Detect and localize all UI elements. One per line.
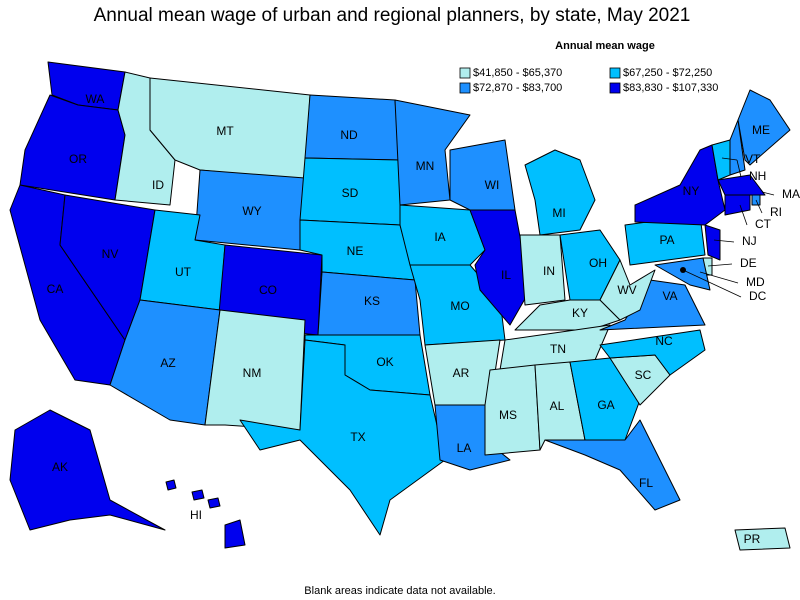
state-shape (449, 139, 516, 211)
legend-swatch (609, 82, 621, 94)
footnote: Blank areas indicate data not available. (304, 585, 495, 597)
state-label: WA (86, 92, 105, 106)
state-label: WV (617, 283, 636, 297)
state-shape (599, 279, 706, 331)
state-shape (191, 489, 205, 501)
state-label: CO (259, 283, 277, 297)
state-label: NJ (742, 234, 757, 248)
state-label: NE (347, 244, 364, 258)
leader-line (736, 159, 742, 178)
state-label: CA (47, 282, 64, 296)
state-shape (737, 89, 791, 166)
leader-line (761, 191, 775, 196)
legend-swatch (459, 67, 471, 79)
state-label: LA (457, 441, 472, 455)
state-label: ID (152, 178, 164, 192)
state-shape (724, 194, 751, 216)
state-shape (224, 519, 246, 549)
state-shape (9, 409, 166, 531)
legend-label: $41,850 - $65,370 (473, 67, 562, 79)
state-dot (680, 267, 686, 273)
state-shape (634, 144, 726, 226)
leader-line (713, 239, 735, 243)
state-label: AR (453, 366, 470, 380)
state-label: DE (740, 256, 757, 270)
state-shape (654, 257, 711, 291)
state-label: MI (552, 206, 565, 220)
legend-swatch (459, 82, 471, 94)
state-label: GA (597, 398, 614, 412)
state-label: SC (635, 368, 652, 382)
legend-swatch (609, 67, 621, 79)
state-shape (704, 224, 721, 261)
state-shape (239, 339, 446, 536)
state-label: IN (543, 264, 555, 278)
state-label: MN (416, 159, 435, 173)
state-label: VA (662, 289, 677, 303)
leader-line (707, 263, 733, 267)
state-shape (729, 119, 746, 176)
state-label: MA (782, 187, 800, 201)
state-label: AL (550, 399, 565, 413)
state-label: KY (572, 306, 588, 320)
state-label: NM (243, 366, 262, 380)
state-shape (734, 527, 791, 551)
map-title: Annual mean wage of urban and regional p… (94, 5, 691, 26)
state-label: HI (190, 508, 202, 522)
legend-title: Annual mean wage (555, 40, 655, 52)
state-label: ND (340, 128, 358, 142)
state-label: MT (216, 124, 234, 138)
state-label: FL (639, 476, 653, 490)
state-label: AK (52, 460, 68, 474)
state-label: NH (749, 169, 766, 183)
state-label: MO (450, 299, 469, 313)
state-label: MD (746, 275, 765, 289)
state-label: PR (744, 532, 761, 546)
state-label: SD (342, 186, 359, 200)
state-label: ME (752, 123, 770, 137)
state-shape (165, 479, 177, 491)
state-label: TN (550, 342, 566, 356)
state-label: IA (434, 230, 445, 244)
state-label: OH (589, 256, 607, 270)
state-label: MS (499, 408, 517, 422)
legend-label: $72,870 - $83,700 (473, 82, 562, 94)
state-label: PA (659, 233, 674, 247)
leader-line (699, 271, 739, 284)
state-label: NC (655, 334, 673, 348)
state-shape (207, 497, 221, 509)
leader-line (739, 204, 748, 226)
state-shape (544, 419, 681, 511)
state-label: UT (175, 265, 192, 279)
state-label: WI (485, 178, 500, 192)
state-shape (484, 364, 541, 456)
legend-label: $83,830 - $107,330 (623, 82, 718, 94)
state-shape (519, 234, 566, 306)
state-label: RI (770, 205, 782, 219)
leader-line (682, 269, 742, 298)
state-label: CT (755, 217, 772, 231)
state-label: IL (501, 268, 511, 282)
state-shape (469, 209, 531, 326)
state-label: OK (376, 355, 393, 369)
state-label: OR (69, 152, 87, 166)
state-label: KS (364, 294, 380, 308)
leader-line (755, 199, 763, 214)
state-shape (599, 259, 656, 321)
state-shape (717, 174, 766, 196)
state-shape (394, 99, 471, 206)
state-label: AZ (160, 356, 175, 370)
state-label: NY (683, 184, 700, 198)
state-shape (524, 149, 596, 236)
state-label: DC (749, 289, 767, 303)
state-shape (19, 94, 126, 201)
legend-label: $67,250 - $72,250 (623, 67, 712, 79)
state-label: TX (350, 430, 365, 444)
leader-line (721, 157, 738, 161)
state-label: VT (745, 152, 761, 166)
state-label: WY (242, 204, 261, 218)
state-label: NV (102, 247, 119, 261)
state-shape (599, 329, 706, 376)
